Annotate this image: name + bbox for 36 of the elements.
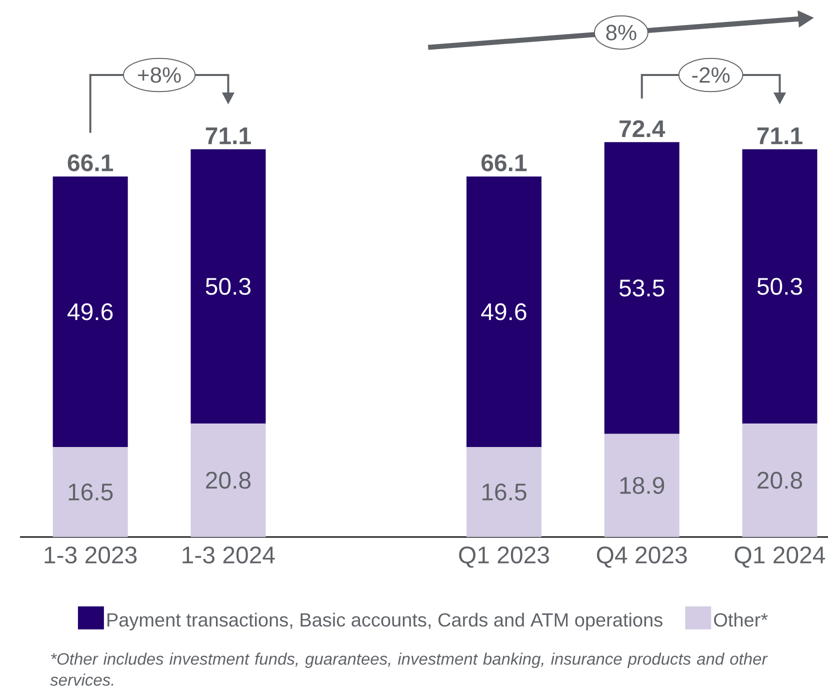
text: +8% bbox=[138, 67, 181, 83]
data-label: 50.3 bbox=[206, 278, 251, 295]
bar bbox=[466, 447, 542, 537]
bar bbox=[52, 176, 128, 448]
data-label: 50.3 bbox=[757, 278, 802, 295]
bar bbox=[190, 424, 266, 537]
data-label: 49.6 bbox=[68, 303, 113, 320]
x-tick-label: Q4 2023 bbox=[596, 546, 687, 568]
data-label: 16.5 bbox=[68, 484, 113, 500]
data-label: 16.5 bbox=[482, 484, 526, 500]
total-label: 66.1 bbox=[481, 154, 527, 172]
x-tick-label: Q1 2024 bbox=[734, 546, 826, 568]
text: -2% bbox=[692, 67, 730, 83]
legend-label: Payment transactions, Basic accounts, Cards and ATM operations bbox=[107, 612, 662, 630]
bar bbox=[52, 447, 128, 537]
total-label: 72.4 bbox=[620, 120, 666, 137]
data-label: 49.6 bbox=[481, 303, 526, 320]
data-label: 20.8 bbox=[758, 472, 802, 489]
data-label: 20.8 bbox=[206, 472, 251, 489]
x-tick-label: Q1 2023 bbox=[459, 546, 549, 568]
bar bbox=[466, 176, 542, 448]
legend-label: Other* bbox=[714, 612, 768, 627]
data-label: 18.9 bbox=[620, 476, 664, 494]
x-tick-label: 1-3 2023 bbox=[44, 546, 137, 564]
total-label: 66.1 bbox=[68, 154, 114, 172]
bar bbox=[742, 424, 818, 537]
bar bbox=[604, 434, 680, 537]
bar bbox=[190, 149, 266, 424]
bar bbox=[604, 142, 680, 434]
total-label: 71.1 bbox=[206, 128, 251, 144]
data-label: 53.5 bbox=[619, 280, 664, 297]
x-tick-label: 1-3 2024 bbox=[182, 546, 275, 564]
text: *Other includes investment funds, guarantees, investment banking, insurance products and other services. bbox=[50, 652, 768, 686]
text: 8% bbox=[606, 24, 636, 40]
total-label: 71.1 bbox=[757, 128, 802, 144]
bar bbox=[742, 149, 818, 424]
